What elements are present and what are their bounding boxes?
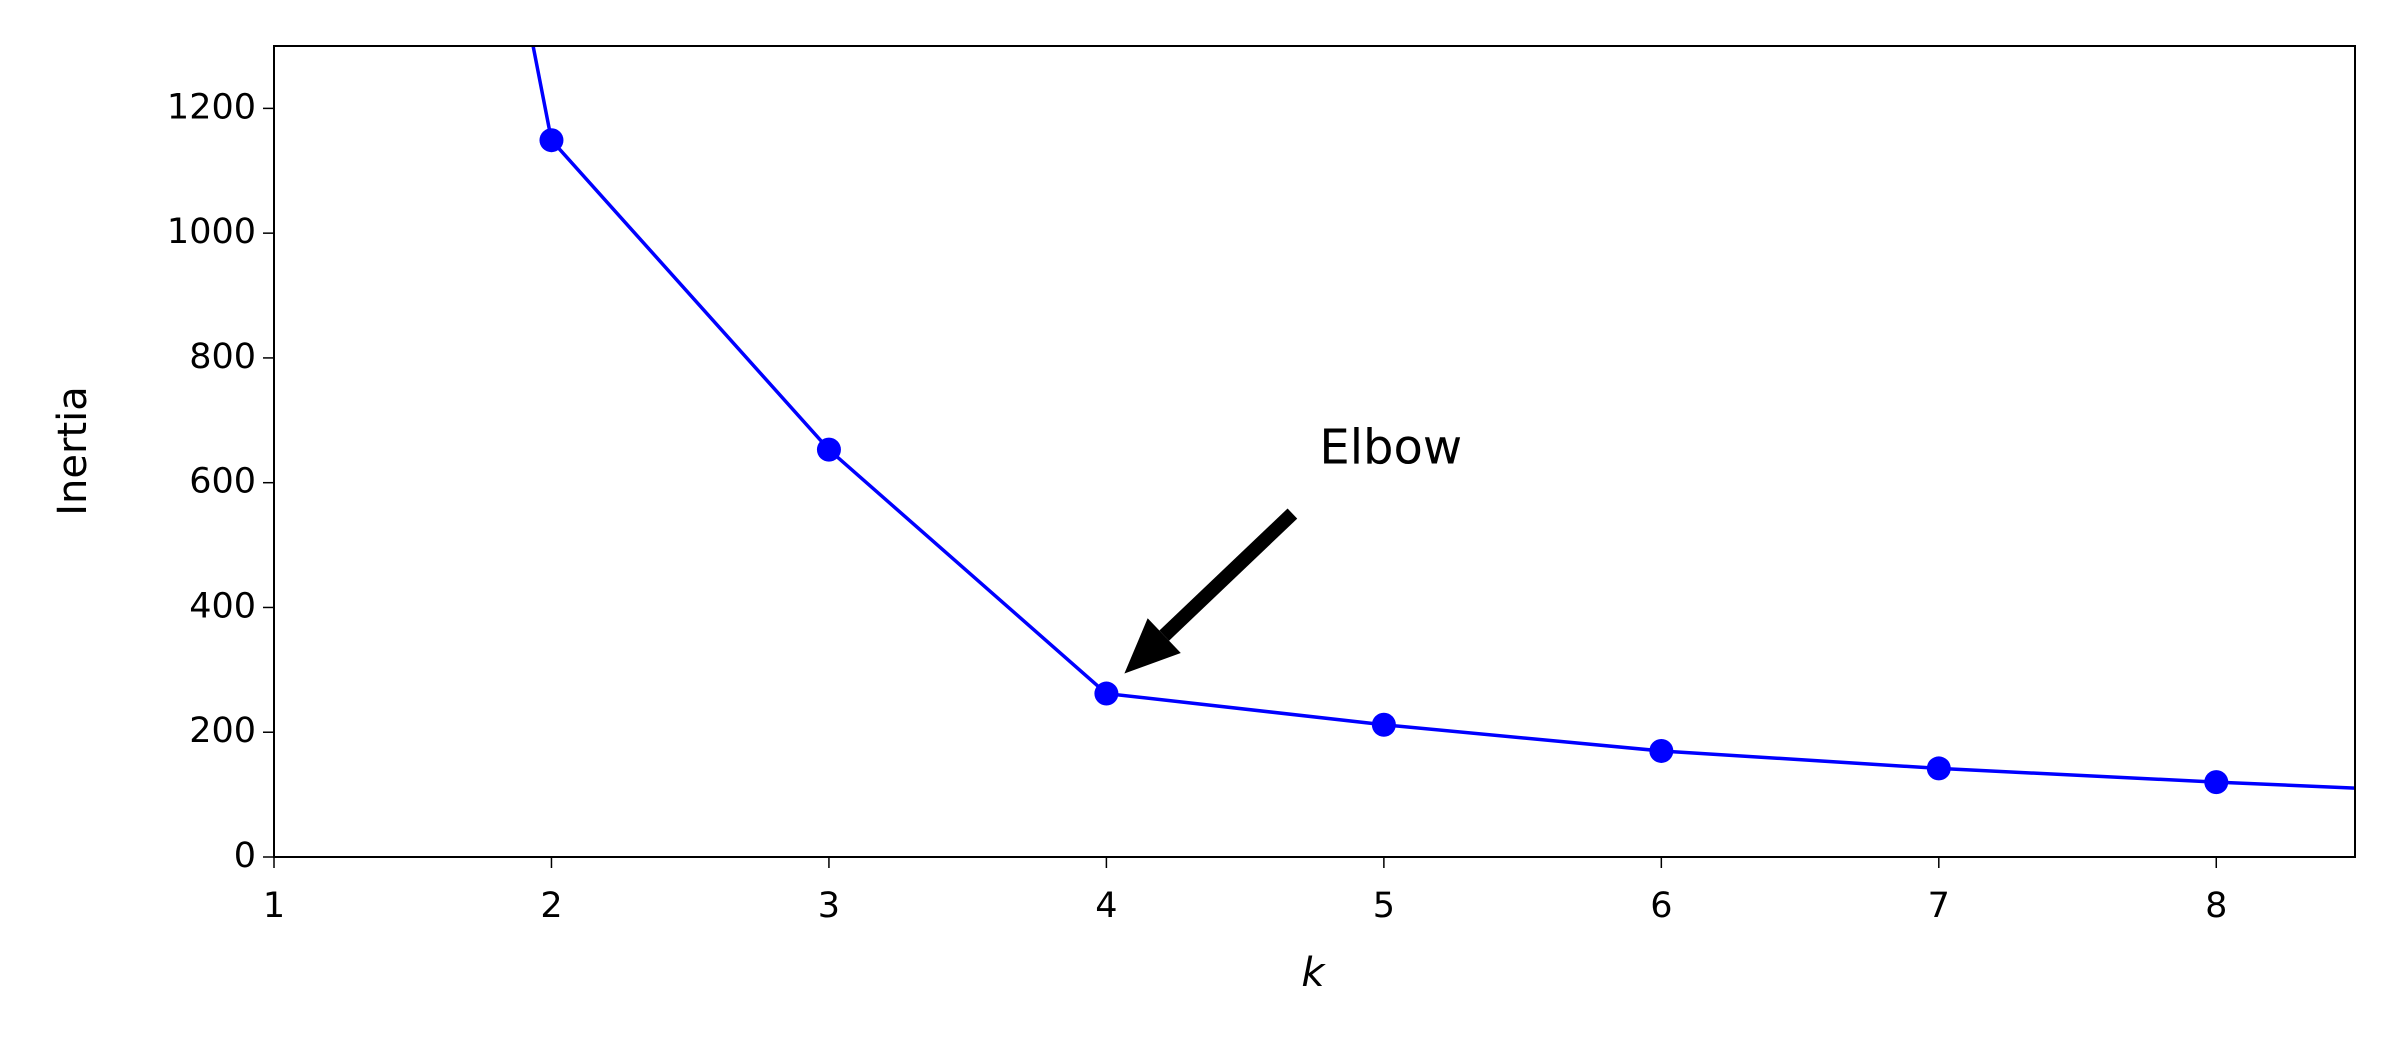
x-tick-label: 4 [1095, 886, 1117, 926]
data-point [1094, 681, 1119, 706]
plot-area [531, 46, 2355, 795]
x-tick-label: 1 [263, 886, 285, 926]
y-tick-label: 1000 [167, 212, 256, 252]
y-tick-label: 1200 [167, 87, 256, 127]
y-tick-label: 400 [189, 586, 256, 626]
x-tick-label: 3 [818, 886, 840, 926]
annotation-arrow-head [1124, 618, 1181, 674]
y-axis-label: Inertia [50, 386, 96, 516]
annotation-arrow-shaft [1159, 508, 1298, 641]
annotation-text: Elbow [1319, 420, 1462, 476]
data-line [531, 46, 2355, 790]
y-tick-label: 200 [189, 711, 256, 751]
plot-frame [273, 45, 2356, 858]
x-tick-label: 2 [540, 886, 562, 926]
x-tick-label: 5 [1373, 886, 1395, 926]
x-tick-label: 7 [1928, 886, 1950, 926]
x-tick-label: 8 [2205, 886, 2227, 926]
data-point [816, 437, 841, 462]
y-tick-label: 0 [234, 836, 256, 876]
y-tick-label: 600 [189, 462, 256, 502]
y-tick-label: 800 [189, 337, 256, 377]
data-point [1371, 712, 1396, 737]
data-point [539, 128, 564, 153]
data-point [1926, 756, 1951, 781]
data-point [1649, 738, 1674, 763]
x-tick-label: 6 [1650, 886, 1672, 926]
data-point [2204, 770, 2229, 795]
x-axis-label: k [1301, 950, 1326, 996]
